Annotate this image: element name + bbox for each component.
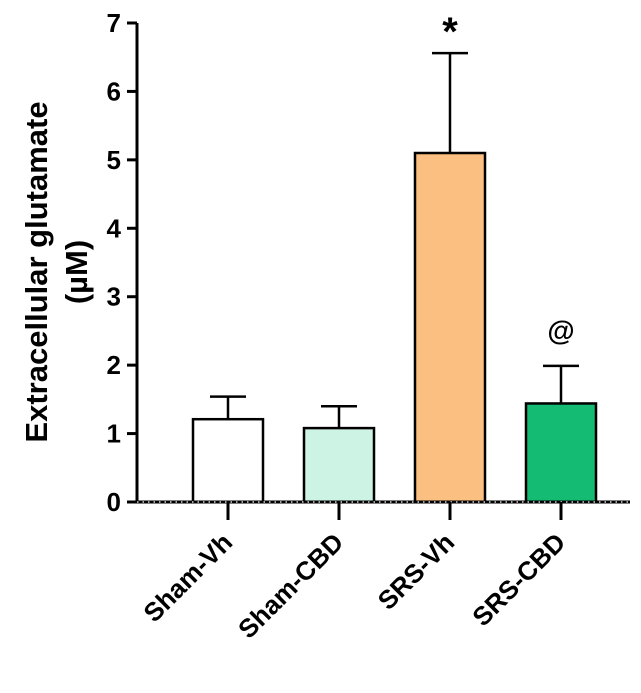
y-axis-label-line-2: (µM) bbox=[59, 240, 94, 304]
bar bbox=[524, 402, 598, 504]
y-axis: 0 1 2 3 4 5 6 7 bbox=[107, 8, 139, 517]
y-tick-label: 7 bbox=[107, 8, 121, 38]
significance-at: @ bbox=[547, 315, 574, 346]
y-tick-label: 4 bbox=[107, 213, 122, 243]
x-tick-label: SRS-CBD bbox=[466, 527, 571, 632]
bar-group bbox=[413, 51, 487, 504]
bar-group bbox=[524, 364, 598, 504]
y-tick-label: 3 bbox=[107, 282, 121, 312]
y-axis-label: Extracellular glutamate (µM) bbox=[19, 101, 94, 442]
x-tick-label: SRS-Vh bbox=[372, 527, 461, 616]
bars bbox=[191, 51, 598, 504]
y-tick-label: 1 bbox=[107, 419, 121, 449]
y-tick-label: 6 bbox=[107, 76, 121, 106]
x-tick-label: Sham-Vh bbox=[137, 527, 238, 628]
bar bbox=[191, 417, 265, 504]
y-tick-label: 5 bbox=[107, 145, 121, 175]
significance-star: * bbox=[442, 10, 458, 54]
y-axis-label-line-1: Extracellular glutamate bbox=[19, 101, 54, 442]
bar bbox=[413, 151, 487, 504]
y-tick-label: 0 bbox=[107, 487, 121, 517]
bar-group bbox=[191, 395, 265, 504]
annotations: *@ bbox=[442, 10, 574, 346]
x-tick-label: Sham-CBD bbox=[232, 527, 349, 644]
bar-group bbox=[302, 404, 376, 504]
bar bbox=[302, 426, 376, 504]
y-tick-label: 2 bbox=[107, 350, 121, 380]
